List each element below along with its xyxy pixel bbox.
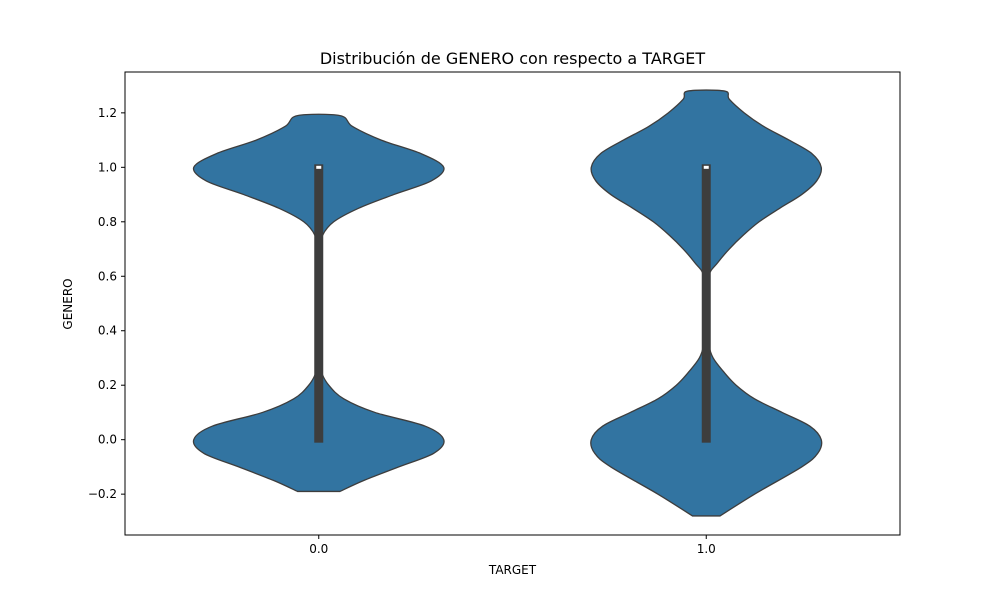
y-tick-label: 0.6 <box>98 269 117 283</box>
violin-median-1.0 <box>703 165 709 169</box>
chart-title: Distribución de GENERO con respecto a TA… <box>320 49 706 68</box>
x-axis-label: TARGET <box>488 563 537 577</box>
y-tick-label: 0.2 <box>98 378 117 392</box>
violin-box-0.0 <box>314 164 324 443</box>
axes-frame <box>124 71 901 536</box>
y-tick-label: −0.2 <box>88 487 117 501</box>
y-axis-label: GENERO <box>61 278 75 329</box>
x-tick-label: 0.0 <box>309 542 328 556</box>
y-tick-label: 1.0 <box>98 160 117 174</box>
y-tick-label: 0.4 <box>98 324 117 338</box>
violin-box-1.0 <box>701 164 711 443</box>
x-tick-label: 1.0 <box>697 542 716 556</box>
y-tick-label: 1.2 <box>98 106 117 120</box>
x-axis: 0.0 1.0 <box>309 535 716 556</box>
y-axis: −0.2 0.0 0.2 0.4 0.6 0.8 1.0 1.2 <box>88 106 125 501</box>
violin-median-0.0 <box>316 165 322 169</box>
plot-area <box>192 89 823 517</box>
y-tick-label: 0.0 <box>98 433 117 447</box>
y-tick-label: 0.8 <box>98 215 117 229</box>
